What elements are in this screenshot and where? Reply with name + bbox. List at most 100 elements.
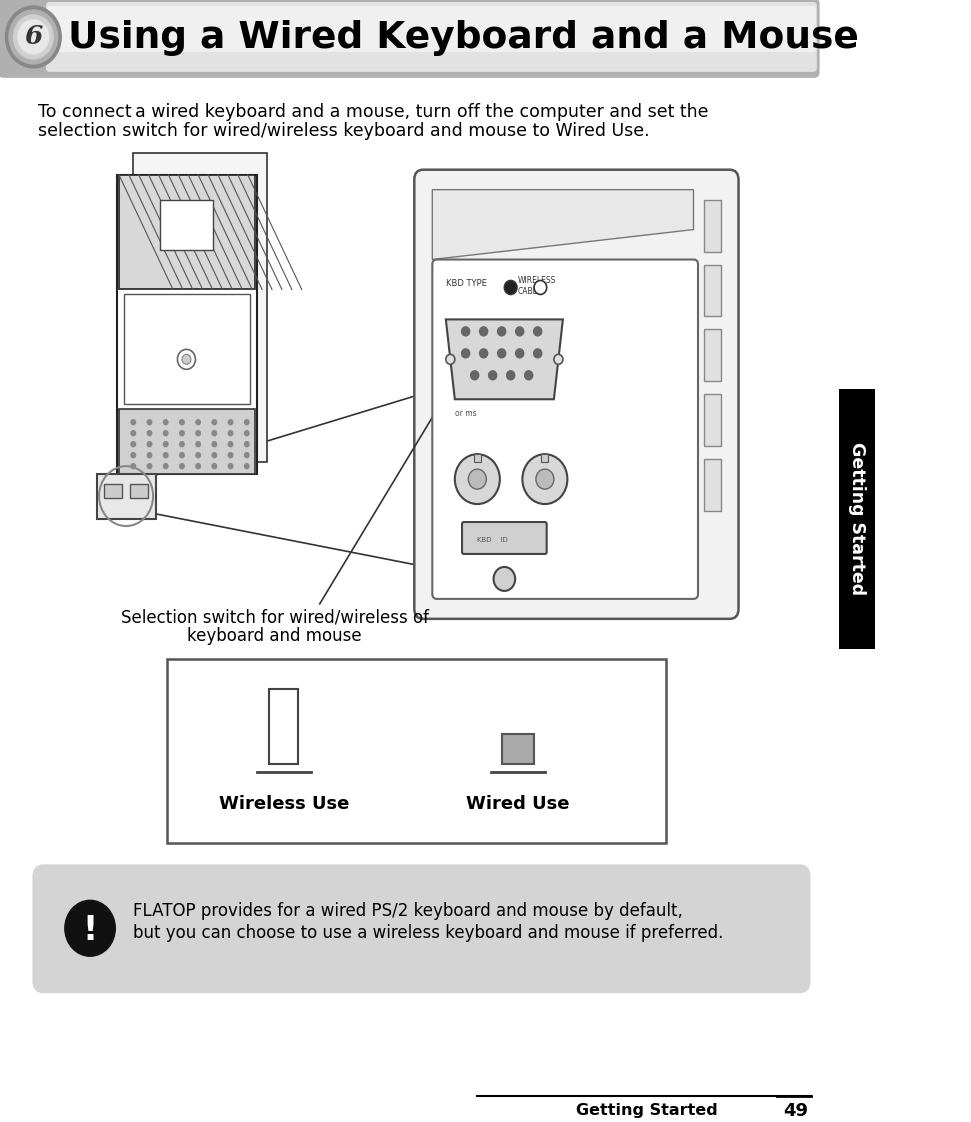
Bar [118, 410, 254, 475]
Bar [97, 475, 155, 519]
Circle shape [516, 349, 523, 358]
FancyBboxPatch shape [432, 259, 698, 599]
Text: !: ! [83, 913, 98, 947]
Bar [133, 153, 267, 462]
Circle shape [131, 452, 136, 458]
Circle shape [163, 442, 168, 447]
Bar [704, 330, 720, 381]
Bar [502, 734, 534, 764]
Circle shape [553, 355, 563, 365]
Circle shape [534, 327, 542, 335]
Circle shape [507, 370, 515, 380]
Circle shape [148, 431, 151, 435]
Circle shape [182, 355, 191, 365]
Circle shape [228, 420, 233, 425]
Circle shape [534, 280, 547, 294]
Circle shape [488, 370, 497, 380]
Circle shape [228, 431, 233, 435]
Circle shape [196, 431, 200, 435]
Circle shape [196, 452, 200, 458]
Text: or ms: or ms [454, 410, 477, 419]
Bar [124, 294, 251, 404]
Circle shape [180, 420, 184, 425]
Circle shape [228, 452, 233, 458]
FancyBboxPatch shape [47, 6, 816, 52]
Circle shape [245, 452, 249, 458]
Text: Getting Started: Getting Started [848, 442, 866, 596]
FancyBboxPatch shape [415, 169, 739, 619]
Circle shape [522, 454, 567, 504]
Circle shape [212, 463, 217, 469]
Bar [130, 484, 148, 498]
Circle shape [468, 469, 486, 489]
Circle shape [180, 463, 184, 469]
Circle shape [245, 442, 249, 447]
Circle shape [504, 280, 517, 294]
Circle shape [180, 452, 184, 458]
Bar [704, 265, 720, 316]
Bar [160, 200, 213, 249]
Circle shape [461, 349, 470, 358]
FancyBboxPatch shape [0, 0, 820, 77]
Circle shape [516, 327, 523, 335]
Circle shape [14, 15, 53, 58]
Bar [704, 459, 720, 511]
Circle shape [471, 370, 479, 380]
Circle shape [131, 431, 136, 435]
FancyBboxPatch shape [32, 864, 811, 993]
Circle shape [480, 327, 487, 335]
Circle shape [212, 431, 217, 435]
Circle shape [497, 327, 506, 335]
Circle shape [534, 349, 542, 358]
Circle shape [536, 469, 553, 489]
Bar [474, 454, 481, 462]
Circle shape [148, 452, 151, 458]
Circle shape [245, 420, 249, 425]
Bar [105, 484, 122, 498]
Text: keyboard and mouse: keyboard and mouse [187, 627, 362, 645]
Circle shape [18, 20, 49, 54]
Bar [704, 394, 720, 447]
Bar [839, 389, 875, 649]
Text: Using a Wired Keyboard and a Mouse: Using a Wired Keyboard and a Mouse [68, 20, 858, 56]
FancyBboxPatch shape [462, 522, 547, 554]
Circle shape [178, 349, 195, 369]
Circle shape [148, 463, 151, 469]
Circle shape [245, 463, 249, 469]
Text: Getting Started: Getting Started [577, 1103, 719, 1119]
Text: KBD    ID: KBD ID [478, 537, 508, 543]
Circle shape [163, 431, 168, 435]
Circle shape [228, 463, 233, 469]
Circle shape [163, 463, 168, 469]
Text: but you can choose to use a wireless keyboard and mouse if preferred.: but you can choose to use a wireless key… [133, 925, 723, 942]
Circle shape [196, 463, 200, 469]
Circle shape [497, 349, 506, 358]
Circle shape [454, 454, 500, 504]
Circle shape [446, 355, 454, 365]
Bar [269, 689, 298, 764]
Text: 49: 49 [784, 1102, 809, 1120]
Circle shape [212, 452, 217, 458]
FancyBboxPatch shape [46, 2, 817, 72]
Circle shape [131, 442, 136, 447]
Circle shape [163, 452, 168, 458]
Polygon shape [432, 190, 693, 259]
Text: Wired Use: Wired Use [466, 794, 570, 812]
Text: Wireless Use: Wireless Use [218, 794, 349, 812]
Text: 6: 6 [24, 25, 43, 49]
Circle shape [212, 420, 217, 425]
Circle shape [148, 442, 151, 447]
Circle shape [65, 900, 116, 956]
Circle shape [180, 431, 184, 435]
Text: WIRELESS: WIRELESS [518, 276, 556, 285]
Circle shape [9, 10, 57, 64]
Circle shape [212, 442, 217, 447]
Circle shape [6, 6, 61, 67]
Circle shape [163, 420, 168, 425]
Circle shape [524, 370, 533, 380]
Circle shape [180, 442, 184, 447]
Text: KBD TYPE: KBD TYPE [446, 279, 486, 288]
Circle shape [196, 420, 200, 425]
Circle shape [196, 442, 200, 447]
Text: FLATOP provides for a wired PS/2 keyboard and mouse by default,: FLATOP provides for a wired PS/2 keyboar… [133, 902, 684, 920]
